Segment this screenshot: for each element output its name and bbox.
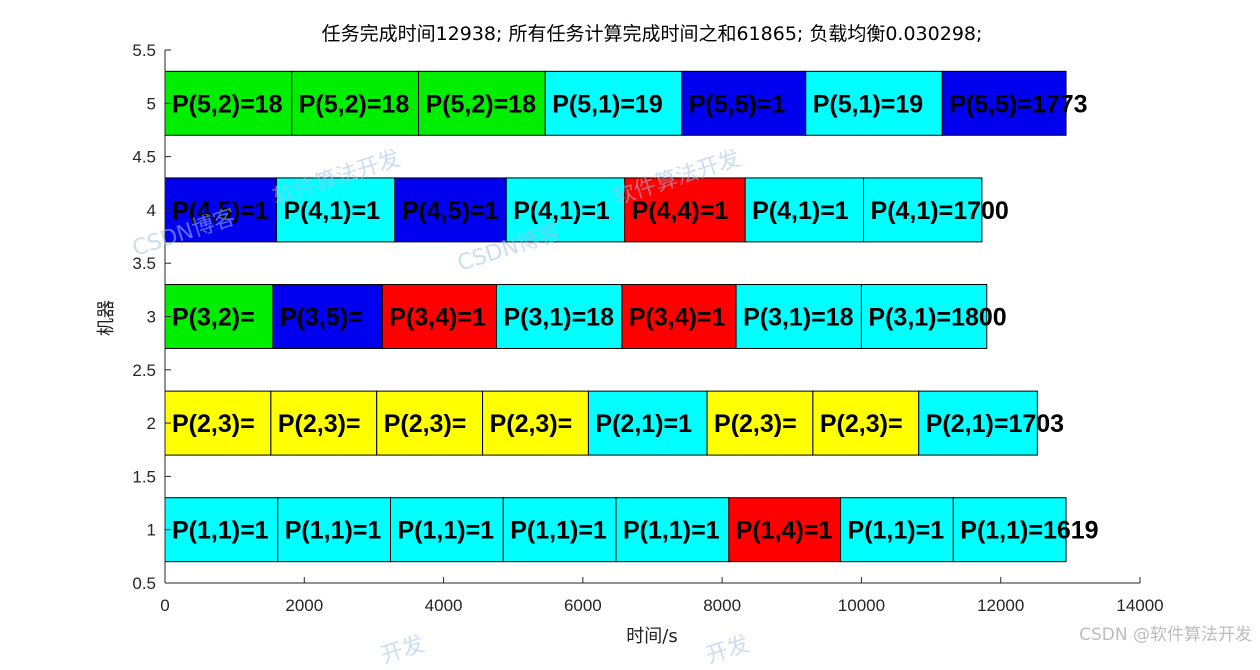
task-label: P(4,5)=1 xyxy=(402,197,499,225)
task-bar xyxy=(502,497,617,563)
x-tick-label: 4000 xyxy=(425,596,463,615)
task-label: P(1,1)=1 xyxy=(848,517,945,545)
task-label: P(1,1)=1619 xyxy=(960,517,1098,545)
task-bar xyxy=(918,390,1038,456)
gantt-bars: P(1,1)=1 P(1,1)=1 P(1,1)=1 P(1,1)=1 P(1,1)=1… xyxy=(164,70,1099,563)
task-bar xyxy=(706,390,814,456)
task-label: P(4,4)=1 xyxy=(632,197,729,225)
task-bar xyxy=(624,177,746,243)
task-bar xyxy=(840,497,954,563)
y-tick-label: 0.5 xyxy=(132,574,156,593)
task-label: P(3,4)=1 xyxy=(389,304,486,332)
y-tick-label: 5.5 xyxy=(132,41,156,60)
footer-watermark: CSDN @软件算法开发 xyxy=(1079,625,1252,645)
task-label: P(3,5)= xyxy=(280,304,363,332)
x-tick-label: 8000 xyxy=(703,596,741,615)
task-label: P(1,1)=1 xyxy=(172,517,269,545)
y-tick-label: 2.5 xyxy=(132,361,156,380)
task-bar xyxy=(728,497,842,563)
task-bar xyxy=(615,497,730,563)
task-bar xyxy=(621,284,737,349)
task-bar xyxy=(744,177,865,243)
y-axis-label: 机器 xyxy=(96,300,117,336)
task-label: P(5,5)=1 xyxy=(689,90,786,118)
chart-title: 任务完成时间12938; 所有任务计算完成时间之和61865; 负载均衡0.03… xyxy=(322,23,983,45)
task-bar xyxy=(941,70,1067,136)
task-bar xyxy=(544,70,683,136)
task-label: P(2,1)=1703 xyxy=(926,410,1064,438)
y-tick-label: 2 xyxy=(147,414,156,433)
task-bar xyxy=(275,177,396,243)
task-label: P(5,2)=18 xyxy=(299,90,410,118)
task-bar xyxy=(277,497,392,563)
task-bar xyxy=(272,284,383,349)
task-label: P(1,1)=1 xyxy=(398,517,495,545)
task-label: P(1,4)=1 xyxy=(736,517,833,545)
task-bar xyxy=(805,70,943,136)
y-tick-label: 5 xyxy=(147,94,156,113)
task-bar xyxy=(496,284,623,349)
x-tick-label: 2000 xyxy=(285,596,323,615)
x-tick-label: 0 xyxy=(160,596,169,615)
axes: 0 2000 4000 6000 8000 10000 12000 14000 0.5 1 1.5 2… xyxy=(132,41,1163,615)
task-label: P(4,1)=1 xyxy=(513,197,610,225)
task-bar xyxy=(164,497,279,563)
y-tick-label: 1 xyxy=(147,521,156,540)
y-tick-label: 4.5 xyxy=(132,148,156,167)
task-label: P(2,3)= xyxy=(714,410,797,438)
task-label: P(3,2)= xyxy=(172,304,255,332)
task-bar xyxy=(381,284,497,349)
x-tick-label: 6000 xyxy=(564,596,602,615)
task-bar xyxy=(735,284,862,349)
task-label: P(4,5)=1 xyxy=(172,197,269,225)
x-tick-label: 10000 xyxy=(838,596,885,615)
task-label: P(4,1)=1 xyxy=(283,197,380,225)
task-label: P(3,1)=18 xyxy=(504,304,615,332)
task-label: P(5,2)=18 xyxy=(426,90,537,118)
x-tick-label: 14000 xyxy=(1116,596,1163,615)
task-label: P(3,1)=1800 xyxy=(868,304,1006,332)
y-tick-label: 4 xyxy=(147,201,156,220)
task-label: P(1,1)=1 xyxy=(510,517,607,545)
task-label: P(2,1)=1 xyxy=(595,410,692,438)
task-bar xyxy=(164,70,293,136)
task-label: P(4,1)=1 xyxy=(752,197,849,225)
gantt-chart: 任务完成时间12938; 所有任务计算完成时间之和61865; 负载均衡0.03… xyxy=(96,23,1164,647)
task-bar xyxy=(587,390,708,456)
task-label: P(4,1)=1700 xyxy=(871,197,1009,225)
task-label: P(5,5)=1773 xyxy=(949,90,1087,118)
task-bar xyxy=(505,177,626,243)
task-label: P(2,3)= xyxy=(820,410,903,438)
task-bar xyxy=(482,390,589,456)
task-bar xyxy=(390,497,504,563)
task-label: P(3,1)=18 xyxy=(743,304,854,332)
y-tick-label: 3 xyxy=(147,308,156,327)
task-label: P(2,3)= xyxy=(172,410,255,438)
task-label: P(2,3)= xyxy=(384,410,467,438)
task-label: P(5,1)=19 xyxy=(813,90,924,118)
x-tick-label: 12000 xyxy=(977,596,1024,615)
task-bar xyxy=(164,284,274,349)
task-label: P(1,1)=1 xyxy=(285,517,382,545)
task-bar xyxy=(863,177,983,243)
task-bar xyxy=(270,390,378,456)
task-label: P(2,3)= xyxy=(278,410,361,438)
task-bar xyxy=(681,70,807,136)
x-axis-label: 时间/s xyxy=(626,626,677,647)
task-bar xyxy=(952,497,1067,563)
task-label: P(3,4)=1 xyxy=(629,304,726,332)
task-label: P(1,1)=1 xyxy=(623,517,720,545)
task-label: P(5,2)=18 xyxy=(172,90,283,118)
task-label: P(2,3)= xyxy=(490,410,573,438)
y-tick-label: 1.5 xyxy=(132,467,156,486)
y-tick-label: 3.5 xyxy=(132,254,156,273)
task-bar xyxy=(860,284,988,349)
task-label: P(5,1)=19 xyxy=(552,90,663,118)
